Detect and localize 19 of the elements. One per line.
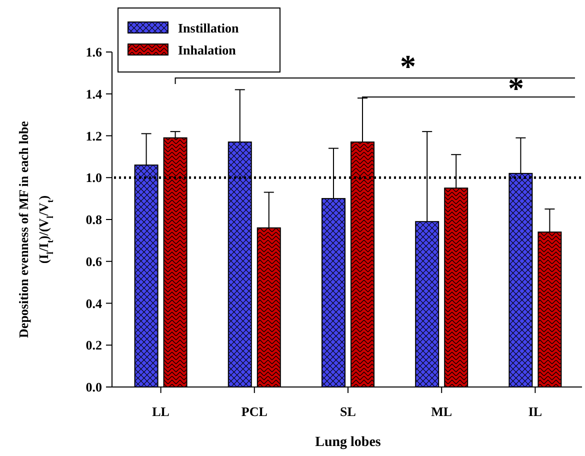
y-tick-label: 1.4 (86, 86, 102, 102)
y-tick-label: 0.8 (86, 212, 102, 228)
x-tick-label: SL (340, 404, 356, 419)
x-tick-label: IL (528, 404, 542, 419)
y-tick-label: 0.2 (86, 338, 102, 353)
y-tick-label: 0.4 (86, 296, 102, 311)
annotation: * (508, 70, 524, 106)
y-tick-label: 1.0 (86, 170, 102, 186)
legend-label: Instillation (178, 20, 240, 36)
x-tick-label: ML (431, 404, 452, 419)
y-tick-label: 1.6 (86, 44, 102, 60)
legend-label: Inhalation (178, 42, 237, 58)
y-tick-label: 0.6 (86, 254, 102, 269)
x-axis-title: Lung lobes (315, 435, 382, 450)
annotation: * (400, 48, 416, 84)
y-tick-label: 0.0 (86, 380, 102, 395)
y-tick-label: 1.2 (86, 128, 102, 144)
x-tick-label: PCL (241, 404, 268, 419)
x-tick-label: LL (152, 404, 170, 419)
